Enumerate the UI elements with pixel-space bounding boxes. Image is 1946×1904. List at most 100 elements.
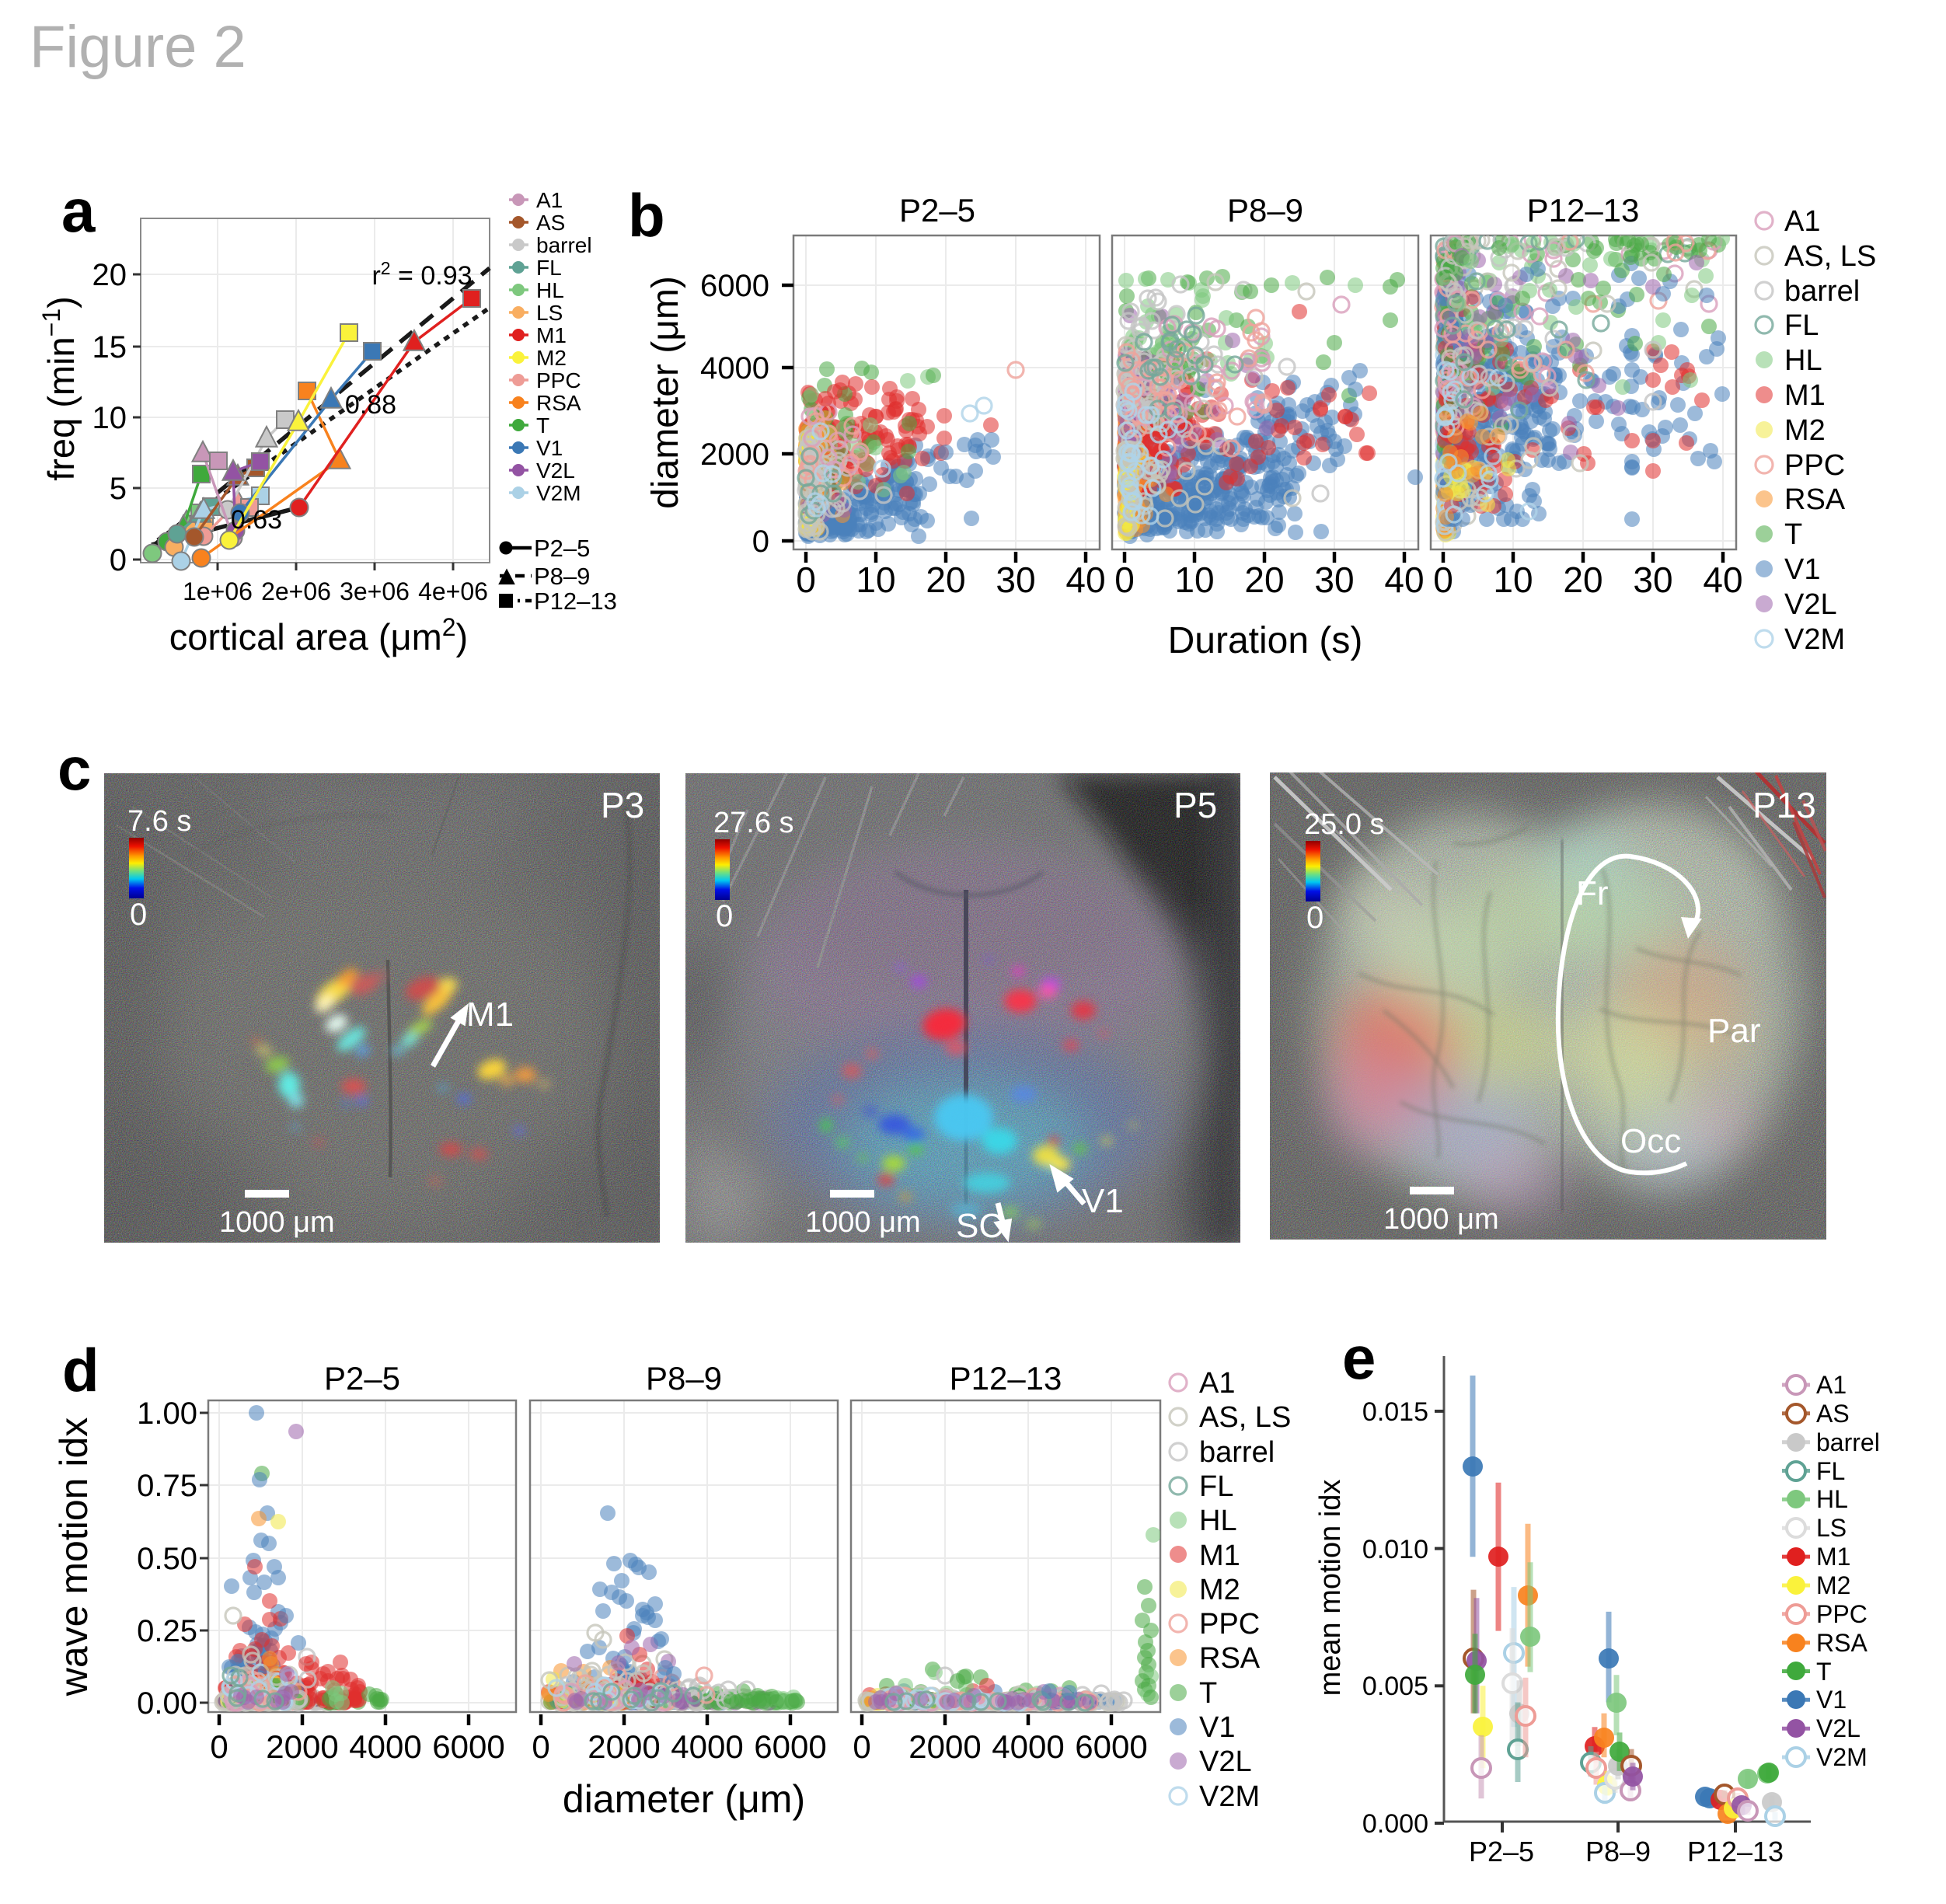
svg-text:HL: HL — [1784, 344, 1822, 377]
svg-text:0: 0 — [1114, 560, 1135, 600]
svg-text:Par: Par — [1707, 1012, 1760, 1050]
svg-text:10: 10 — [1174, 560, 1214, 600]
svg-text:M1: M1 — [536, 323, 567, 347]
svg-text:Occ: Occ — [1620, 1122, 1681, 1160]
svg-text:M1: M1 — [1784, 379, 1826, 412]
svg-text:2000: 2000 — [588, 1728, 660, 1765]
svg-text:P2–5: P2–5 — [324, 1360, 400, 1397]
svg-text:HL: HL — [536, 278, 564, 302]
svg-text:40: 40 — [1703, 560, 1742, 600]
svg-text:0: 0 — [796, 560, 816, 600]
svg-text:wave motion idx: wave motion idx — [52, 1418, 96, 1697]
svg-text:2000: 2000 — [266, 1728, 338, 1765]
svg-text:PPC: PPC — [1784, 449, 1845, 482]
svg-text:1000 μm: 1000 μm — [805, 1206, 921, 1239]
svg-text:V2L: V2L — [1784, 588, 1837, 621]
svg-text:V1: V1 — [536, 436, 563, 460]
svg-text:P2–5: P2–5 — [899, 192, 975, 228]
svg-text:T: T — [536, 413, 549, 438]
svg-text:4000: 4000 — [992, 1728, 1064, 1765]
svg-text:M2: M2 — [536, 346, 567, 370]
svg-text:0: 0 — [110, 543, 127, 577]
svg-text:25.0 s: 25.0 s — [1304, 808, 1385, 841]
svg-text:4000: 4000 — [700, 351, 769, 385]
svg-text:2000: 2000 — [700, 438, 769, 472]
svg-text:1000 μm: 1000 μm — [1383, 1203, 1499, 1236]
svg-text:1.00: 1.00 — [137, 1397, 197, 1431]
svg-text:M2: M2 — [1784, 414, 1826, 447]
svg-text:4000: 4000 — [349, 1728, 421, 1765]
svg-text:0.88: 0.88 — [345, 390, 396, 420]
svg-text:V2M: V2M — [1784, 623, 1845, 656]
svg-text:b: b — [628, 181, 665, 249]
svg-text:20: 20 — [926, 560, 965, 600]
svg-text:P12–13: P12–13 — [1527, 192, 1640, 228]
svg-text:30: 30 — [996, 560, 1035, 600]
svg-text:Duration (s): Duration (s) — [1168, 620, 1363, 661]
svg-text:10: 10 — [1493, 560, 1533, 600]
svg-text:0.75: 0.75 — [137, 1469, 197, 1503]
svg-text:27.6 s: 27.6 s — [713, 807, 794, 839]
svg-text:0: 0 — [532, 1728, 549, 1765]
svg-text:0.63: 0.63 — [231, 505, 282, 535]
svg-text:RSA: RSA — [536, 391, 581, 415]
svg-text:AS: AS — [536, 211, 565, 235]
svg-text:FL: FL — [536, 256, 562, 280]
svg-text:A1: A1 — [1784, 205, 1820, 238]
svg-text:Figure 2: Figure 2 — [30, 14, 246, 80]
svg-text:c: c — [58, 734, 91, 803]
svg-text:30: 30 — [1633, 560, 1672, 600]
svg-text:RSA: RSA — [1784, 483, 1846, 516]
svg-text:PPC: PPC — [536, 368, 581, 392]
svg-text:V2L: V2L — [536, 459, 575, 483]
svg-text:P8–9: P8–9 — [534, 563, 590, 590]
svg-text:M1: M1 — [466, 996, 514, 1034]
svg-text:diameter (μm): diameter (μm) — [563, 1777, 805, 1821]
svg-text:30: 30 — [1314, 560, 1354, 600]
svg-text:V2M: V2M — [536, 481, 581, 505]
svg-text:40: 40 — [1065, 560, 1105, 600]
svg-text:2e+06: 2e+06 — [261, 577, 331, 605]
svg-text:P3: P3 — [601, 785, 644, 825]
svg-text:6000: 6000 — [1075, 1728, 1147, 1765]
svg-text:0.50: 0.50 — [137, 1542, 197, 1576]
svg-text:0: 0 — [752, 525, 769, 559]
svg-text:0: 0 — [1306, 901, 1323, 935]
svg-text:0.25: 0.25 — [137, 1614, 197, 1648]
svg-text:4e+06: 4e+06 — [418, 577, 488, 605]
svg-text:diameter (μm): diameter (μm) — [645, 276, 686, 509]
svg-text:V1: V1 — [1784, 553, 1820, 586]
svg-text:6000: 6000 — [754, 1728, 826, 1765]
svg-text:P8–9: P8–9 — [646, 1360, 722, 1397]
svg-text:P8–9: P8–9 — [1227, 192, 1303, 228]
svg-text:6000: 6000 — [432, 1728, 504, 1765]
svg-text:4000: 4000 — [671, 1728, 743, 1765]
svg-text:10: 10 — [856, 560, 895, 600]
svg-text:SC: SC — [956, 1207, 1003, 1245]
svg-text:barrel: barrel — [536, 233, 592, 257]
svg-text:1000 μm: 1000 μm — [219, 1206, 335, 1239]
svg-text:P2–5: P2–5 — [534, 535, 590, 562]
svg-text:0.00: 0.00 — [137, 1686, 197, 1721]
svg-text:1e+06: 1e+06 — [183, 577, 253, 605]
svg-text:V1: V1 — [1082, 1182, 1124, 1220]
svg-text:6000: 6000 — [700, 269, 769, 303]
svg-text:LS: LS — [536, 301, 563, 325]
svg-text:20: 20 — [1244, 560, 1284, 600]
svg-text:a: a — [61, 176, 96, 245]
svg-text:0: 0 — [716, 899, 733, 933]
svg-text:P5: P5 — [1174, 785, 1217, 825]
svg-text:15: 15 — [92, 330, 127, 364]
svg-text:10: 10 — [92, 401, 127, 435]
svg-text:T: T — [1784, 518, 1802, 551]
svg-text:d: d — [62, 1336, 99, 1404]
svg-text:20: 20 — [1563, 560, 1602, 600]
svg-text:barrel: barrel — [1784, 275, 1860, 308]
svg-text:0: 0 — [853, 1728, 870, 1765]
svg-text:40: 40 — [1384, 560, 1424, 600]
svg-text:0: 0 — [130, 898, 147, 932]
svg-text:A1: A1 — [536, 188, 563, 212]
svg-text:0: 0 — [1433, 560, 1453, 600]
svg-text:cortical area (μm2): cortical area (μm2) — [169, 613, 468, 657]
svg-text:7.6 s: 7.6 s — [127, 805, 191, 838]
